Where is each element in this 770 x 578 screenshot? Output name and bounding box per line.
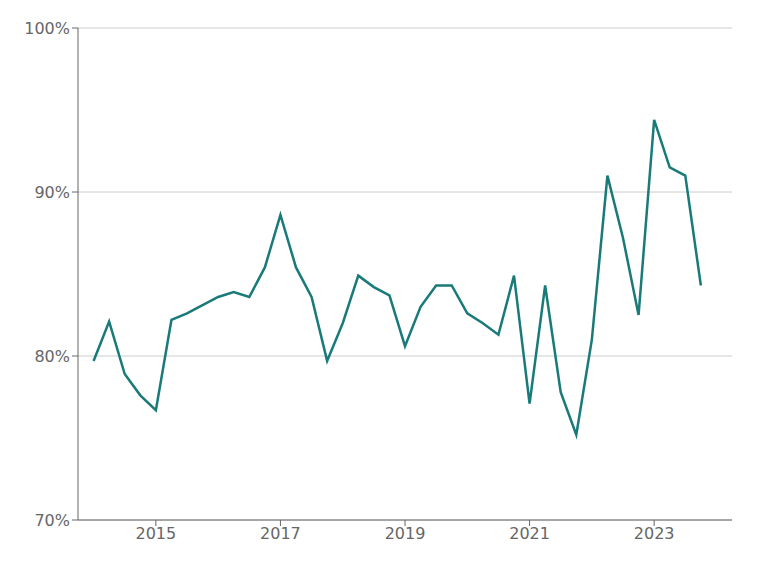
svg-text:80%: 80% [34, 347, 70, 366]
svg-text:70%: 70% [34, 511, 70, 530]
svg-text:2017: 2017 [260, 524, 301, 543]
svg-text:2023: 2023 [634, 524, 675, 543]
svg-text:2015: 2015 [135, 524, 176, 543]
svg-text:90%: 90% [34, 183, 70, 202]
svg-text:2021: 2021 [509, 524, 550, 543]
svg-text:100%: 100% [24, 19, 70, 38]
svg-text:2019: 2019 [385, 524, 426, 543]
